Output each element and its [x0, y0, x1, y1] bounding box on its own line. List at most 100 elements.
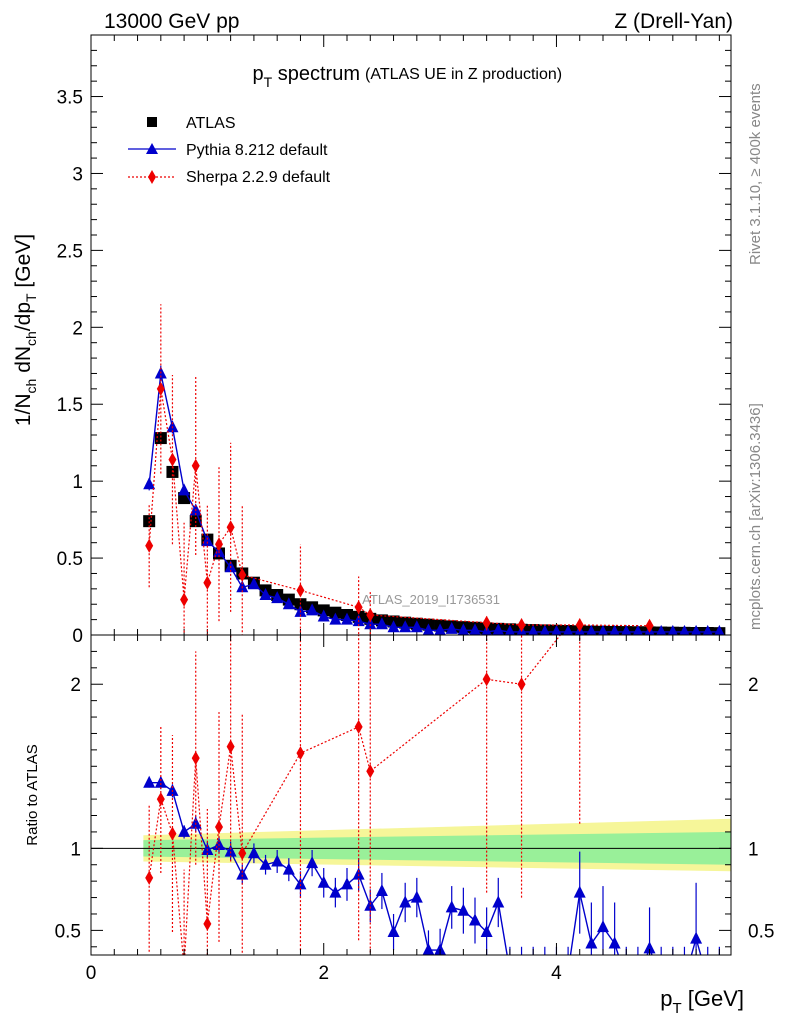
top-y-tick-label: 1: [72, 472, 83, 493]
legend-marker-pythia: [146, 143, 158, 154]
legend-marker-sherpa: [148, 170, 156, 184]
header-left: 13000 GeV pp: [104, 10, 239, 33]
top-pythia-point: [178, 483, 191, 496]
ratio-y-tick-label-right: 0.5: [748, 921, 774, 942]
x-tick-label: 0: [86, 963, 97, 984]
ratio-sherpa-point: [366, 764, 375, 779]
ratio-pythia-point: [655, 973, 667, 985]
ratio-pythia-point: [259, 857, 272, 870]
ratio-pythia-point: [504, 964, 516, 976]
bottom-frame: [90, 634, 732, 956]
ratio-axis-label: Ratio to ATLAS: [24, 744, 41, 845]
top-atlas-point: [154, 432, 167, 445]
plot-title: pT spectrum: [253, 63, 361, 90]
ratio-y-tick-label-left: 0.5: [55, 921, 81, 942]
top-pythia-point: [667, 624, 678, 635]
top-pythia-point: [445, 621, 458, 634]
ratio-pythia-point: [410, 890, 423, 903]
bottom-plot-area: [143, 603, 720, 985]
top-y-tick-label: 3.5: [57, 88, 83, 109]
ratio-pythia-point: [492, 895, 505, 908]
top-pythia-point: [306, 603, 319, 616]
ratio-sherpa-point: [168, 826, 177, 841]
ratio-sherpa-point: [354, 719, 363, 734]
top-sherpa-point: [226, 520, 235, 535]
top-pythia-point: [563, 624, 574, 635]
top-pythia-point: [271, 591, 284, 604]
ratio-pythia-point: [445, 900, 458, 913]
top-pythia-point: [679, 624, 690, 635]
ratio-pythia-point: [608, 936, 621, 949]
top-y-tick-label: 0: [72, 626, 83, 647]
legend: ATLAS Pythia 8.212 default Sherpa 2.2.9 …: [128, 115, 331, 186]
ratio-pythia-point: [539, 964, 551, 976]
top-pythia-point: [422, 623, 435, 635]
ratio-pythia-point: [352, 867, 365, 880]
top-pythia-point: [469, 623, 481, 635]
ratio-pythia-point: [282, 862, 295, 875]
top-pythia-point: [609, 624, 620, 635]
ratio-pythia-point: [690, 931, 703, 944]
ratio-pythia-point: [422, 943, 435, 955]
top-pythia-point: [714, 624, 725, 635]
top-pythia-point: [364, 617, 377, 630]
ratio-pythia-point: [178, 824, 191, 837]
top-pythia-point: [143, 477, 156, 490]
ratio-pythia-point: [702, 973, 714, 985]
top-pythia-point: [551, 624, 562, 635]
ratio-pythia-point: [480, 925, 493, 938]
bottom-panel: 0.5 0.5 1 1 2 2 0 2 4 Ratio to ATLAS pT [GeV]: [24, 603, 775, 1017]
top-pythia-point: [410, 620, 423, 633]
top-pythia-point: [282, 597, 295, 610]
ratio-pythia-point: [329, 885, 342, 898]
top-pythia-point: [457, 623, 470, 635]
top-pythia-point: [691, 624, 702, 635]
top-sherpa-point: [180, 592, 189, 607]
ratio-pythia-point: [154, 775, 167, 788]
ratio-sherpa-point: [296, 746, 305, 761]
ratio-sherpa-point: [482, 672, 491, 687]
ratio-pythia-point: [236, 867, 249, 880]
top-pythia-point: [656, 624, 667, 635]
ratio-pythia-point: [399, 895, 412, 908]
top-pythia-point: [375, 617, 388, 630]
ratio-sherpa-point: [576, 603, 584, 617]
plot-subtitle: (ATLAS UE in Z production): [365, 66, 562, 83]
top-panel: 0 0.5 1 1.5 2 2.5 3 3.5 pT spectrum (ATLAS UE i…: [12, 34, 732, 647]
top-sherpa-point: [145, 538, 154, 553]
top-y-tick-label: 0.5: [57, 549, 83, 570]
legend-label-pythia: Pythia 8.212 default: [186, 142, 328, 159]
side-label-mcplots: mcplots.cern.ch [arXiv:1306.3436]: [747, 403, 764, 630]
top-sherpa-point: [156, 381, 165, 396]
bottom-axis-tick-labels: 0.5 0.5 1 1 2 2 0 2 4: [55, 675, 775, 984]
top-sherpa-point: [191, 458, 200, 473]
ratio-sherpa-point: [226, 739, 235, 754]
legend-marker-atlas: [147, 117, 157, 127]
ratio-pythia-point: [317, 875, 330, 888]
top-sherpa-point: [517, 618, 526, 632]
ratio-pythia-point: [678, 973, 690, 985]
top-sherpa-point: [645, 618, 654, 633]
top-sherpa-point: [482, 615, 491, 630]
ratio-pythia-point: [516, 964, 528, 976]
top-pythia-point: [201, 534, 214, 547]
top-plot-area: [143, 304, 726, 635]
svg-text:1/Nch dNch/dpT [GeV]: 1/Nch dNch/dpT [GeV]: [12, 234, 39, 426]
ratio-sherpa-point: [203, 916, 212, 931]
top-y-tick-label: 3: [72, 164, 83, 185]
ratio-pythia-point: [166, 783, 179, 796]
ratio-y-tick-label-right: 1: [748, 839, 759, 860]
ratio-pythia-point: [562, 964, 574, 976]
x-tick-label: 4: [551, 963, 562, 984]
ratio-sherpa-point: [145, 870, 154, 885]
top-pythia-point: [528, 624, 539, 635]
top-pythia-point: [586, 624, 597, 635]
ratio-sherpa-point: [156, 792, 165, 807]
ratio-pythia-point: [224, 844, 237, 857]
top-sherpa-line: [148, 388, 650, 627]
ratio-pythia-point: [620, 973, 632, 985]
legend-label-atlas: ATLAS: [186, 115, 236, 132]
top-pythia-point: [329, 612, 342, 625]
top-sherpa-point: [215, 537, 223, 552]
